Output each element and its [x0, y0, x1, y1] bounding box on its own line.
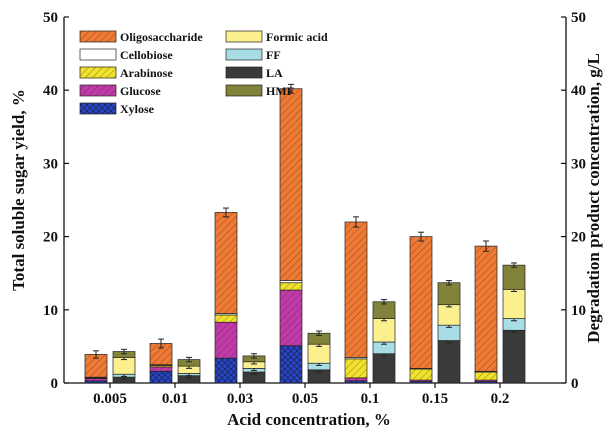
sugar-seg-arabinose-3-hatch [280, 283, 302, 290]
legend-swatch-glucose-hatch [80, 85, 116, 96]
degradation-seg-hmf-5-fill [438, 283, 460, 305]
sugar-seg-glucose-2-hatch [215, 322, 237, 358]
legend-label-formic-acid: Formic acid [266, 30, 328, 44]
sugar-seg-arabinose-4-hatch [345, 359, 367, 378]
x-tick-label: 0.01 [162, 391, 188, 407]
legend-swatch-la-fill [226, 67, 262, 78]
sugar-seg-xylose-3 [280, 346, 302, 383]
degradation-seg-formic-acid-3-fill [308, 344, 330, 363]
sugar-seg-arabinose-2-hatch [215, 315, 237, 322]
legend-swatch-cellobiose [80, 49, 116, 60]
sugar-seg-oligosaccharide-4 [345, 222, 367, 357]
sugar-seg-arabinose-2 [215, 315, 237, 322]
sugar-seg-arabinose-5 [410, 369, 432, 380]
sugar-seg-xylose-1 [150, 371, 172, 383]
degradation-seg-la-5 [438, 341, 460, 383]
degradation-seg-hmf-6-fill [503, 265, 525, 289]
legend-swatch-hmf-fill [226, 85, 262, 96]
legend-swatch-oligosaccharide-hatch [80, 31, 116, 42]
sugar-seg-arabinose-6-hatch [475, 372, 497, 380]
legend-swatch-glucose [80, 85, 116, 96]
sugar-seg-oligosaccharide-4-hatch [345, 222, 367, 357]
left-tick-label: 50 [43, 10, 58, 26]
legend-swatch-cellobiose-fill [80, 49, 116, 60]
legend-label-xylose: Xylose [120, 102, 155, 116]
degradation-seg-la-6 [503, 330, 525, 383]
legend-swatch-xylose-hatch [80, 103, 116, 114]
degradation-seg-formic-acid-6-fill [503, 289, 525, 318]
degradation-seg-formic-acid-5 [438, 305, 460, 325]
sugar-seg-oligosaccharide-2 [215, 212, 237, 313]
legend-swatch-formic-acid-fill [226, 31, 262, 42]
x-tick-label: 0.2 [491, 391, 510, 407]
legend-label-oligosaccharide: Oligosaccharide [120, 30, 203, 44]
legend-label-ff: FF [266, 48, 281, 62]
sugar-seg-glucose-4 [345, 378, 367, 381]
legend-swatch-formic-acid [226, 31, 262, 42]
degradation-seg-formic-acid-3 [308, 344, 330, 363]
sugar-seg-glucose-1-hatch [150, 367, 172, 371]
x-tick-label: 0.005 [93, 391, 127, 407]
degradation-seg-la-5-fill [438, 341, 460, 383]
right-tick-label: 0 [571, 376, 579, 392]
sugar-seg-arabinose-5-hatch [410, 369, 432, 380]
left-tick-label: 10 [43, 303, 58, 319]
degradation-seg-formic-acid-5-fill [438, 305, 460, 325]
x-tick-label: 0.1 [361, 391, 380, 407]
legend-label-arabinose: Arabinose [120, 66, 173, 80]
legend-label-cellobiose: Cellobiose [120, 48, 173, 62]
legend-label-glucose: Glucose [120, 84, 161, 98]
degradation-seg-formic-acid-4 [373, 319, 395, 342]
sugar-seg-arabinose-4 [345, 359, 367, 378]
sugar-seg-xylose-3-hatch [280, 346, 302, 383]
left-tick-label: 20 [43, 230, 58, 246]
degradation-seg-hmf-5 [438, 283, 460, 305]
sugar-seg-glucose-2 [215, 322, 237, 358]
sugar-seg-glucose-4-hatch [345, 378, 367, 381]
degradation-seg-la-4-fill [373, 354, 395, 383]
sugar-seg-glucose-1 [150, 367, 172, 371]
legend-swatch-arabinose [80, 67, 116, 78]
sugar-seg-oligosaccharide-5 [410, 237, 432, 369]
left-tick-label: 30 [43, 156, 58, 172]
x-tick-label: 0.03 [227, 391, 253, 407]
left-tick-label: 40 [43, 83, 58, 99]
legend-label-la: LA [266, 66, 283, 80]
degradation-seg-la-6-fill [503, 330, 525, 383]
left-axis-title: Total soluble sugar yield, % [9, 89, 28, 291]
sugar-seg-xylose-2 [215, 358, 237, 383]
sugar-seg-xylose-2-hatch [215, 358, 237, 383]
legend-swatch-xylose [80, 103, 116, 114]
sugar-seg-oligosaccharide-6-hatch [475, 246, 497, 371]
left-tick-label: 0 [51, 376, 59, 392]
legend-swatch-la [226, 67, 262, 78]
legend-swatch-oligosaccharide [80, 31, 116, 42]
sugar-seg-oligosaccharide-3-hatch [280, 89, 302, 281]
x-tick-label: 0.15 [422, 391, 448, 407]
legend-label-hmf: HMF [266, 84, 294, 98]
sugar-seg-glucose-3 [280, 290, 302, 346]
sugar-seg-xylose-1-hatch [150, 371, 172, 383]
legend-swatch-ff [226, 49, 262, 60]
legend-swatch-ff-fill [226, 49, 262, 60]
degradation-seg-hmf-6 [503, 265, 525, 289]
sugar-seg-oligosaccharide-2-hatch [215, 212, 237, 313]
degradation-seg-formic-acid-6 [503, 289, 525, 318]
right-tick-label: 50 [571, 10, 586, 26]
degradation-seg-la-4 [373, 354, 395, 383]
degradation-seg-formic-acid-4-fill [373, 319, 395, 342]
sugar-seg-oligosaccharide-5-hatch [410, 237, 432, 369]
x-tick-label: 0.05 [292, 391, 318, 407]
x-axis-title: Acid concentration, % [227, 410, 391, 429]
sugar-seg-oligosaccharide-3 [280, 89, 302, 281]
legend-swatch-hmf [226, 85, 262, 96]
sugar-seg-arabinose-6 [475, 372, 497, 380]
sugar-seg-oligosaccharide-6 [475, 246, 497, 371]
legend-swatch-arabinose-hatch [80, 67, 116, 78]
sugar-seg-arabinose-3 [280, 283, 302, 290]
right-axis-title: Degradation product concentration, g/L [584, 53, 603, 343]
sugar-seg-glucose-3-hatch [280, 290, 302, 346]
